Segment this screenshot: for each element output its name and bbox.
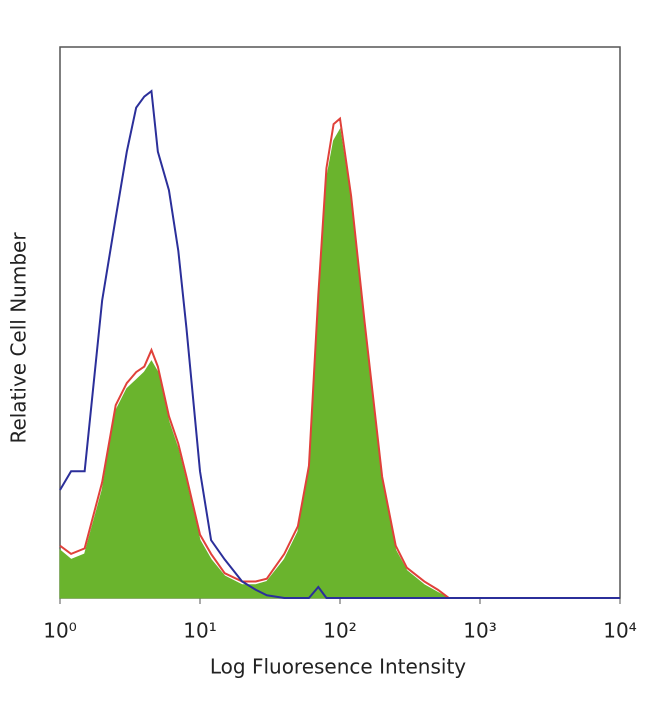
y-axis-label: Relative Cell Number [7,232,31,444]
x-tick-label: 10² [323,619,356,643]
x-tick-label: 10⁴ [603,619,636,643]
x-tick-label: 10³ [463,619,496,643]
histogram-line [59,89,620,599]
histogram-line [59,116,620,599]
x-axis-label: Log Fluoresence Intensity [210,655,466,679]
histogram-area [59,128,620,599]
x-tick-label: 10⁰ [43,619,76,643]
x-tick-label: 10¹ [183,619,216,643]
